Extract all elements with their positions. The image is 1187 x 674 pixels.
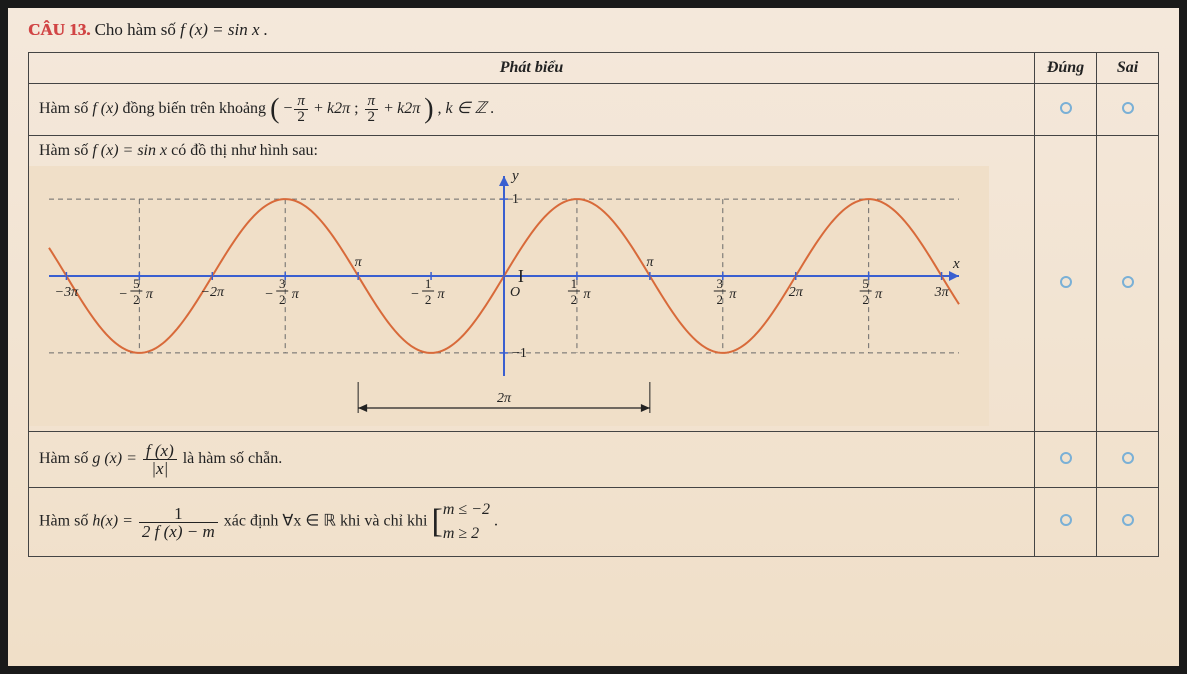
text: Hàm số	[39, 450, 92, 467]
svg-text:5: 5	[862, 276, 869, 291]
table-row: Hàm số h(x) = 1 2 f (x) − m xác định ∀x …	[29, 488, 1159, 557]
svg-text:π: π	[438, 287, 446, 302]
svg-text:−3π: −3π	[55, 285, 79, 300]
table-row: Hàm số f (x) đồng biến trên khoảng ( −π2…	[29, 84, 1159, 136]
svg-text:2: 2	[279, 292, 286, 307]
correct-cell	[1035, 488, 1097, 557]
text: k2π	[327, 100, 350, 117]
math-fn: f (x) = sin x	[92, 142, 167, 159]
text: xác định ∀x ∈ ℝ khi và chỉ khi	[224, 513, 432, 530]
svg-text:2: 2	[133, 292, 140, 307]
sine-graph: 1−1yx−3π−52π−2π−32ππ−12πO12ππ32π2π52π3π2…	[29, 166, 989, 426]
correct-cell	[1035, 84, 1097, 136]
svg-text:O: O	[510, 285, 520, 300]
svg-text:π: π	[146, 287, 154, 302]
wrong-cell	[1097, 136, 1159, 432]
svg-text:π: π	[729, 287, 737, 302]
svg-text:y: y	[510, 168, 519, 184]
svg-text:1: 1	[425, 276, 432, 291]
paren: )	[424, 94, 433, 125]
table-row: Hàm số g (x) = f (x) |x| là hàm số chẵn.	[29, 432, 1159, 488]
text: đồng biến trên khoảng	[123, 100, 271, 117]
radio-button[interactable]	[1060, 276, 1072, 288]
radio-button[interactable]	[1122, 276, 1134, 288]
math-fn: h(x) =	[92, 513, 133, 530]
svg-text:2: 2	[862, 292, 869, 307]
svg-text:−: −	[265, 287, 273, 302]
radio-button[interactable]	[1122, 452, 1134, 464]
svg-text:π: π	[646, 255, 654, 270]
case-line: m ≤ −2	[443, 501, 490, 518]
correct-cell	[1035, 432, 1097, 488]
text: Hàm số	[39, 142, 92, 159]
fraction: π2	[365, 94, 379, 125]
svg-text:2: 2	[425, 292, 432, 307]
svg-text:π: π	[292, 287, 300, 302]
text: có đồ thị như hình sau:	[171, 142, 318, 159]
correct-cell	[1035, 136, 1097, 432]
question-prefix: Cho hàm số	[95, 20, 180, 39]
math-fn: f (x)	[92, 100, 118, 117]
svg-text:3π: 3π	[934, 285, 950, 300]
svg-text:π: π	[875, 287, 883, 302]
table-row: Hàm số f (x) = sin x có đồ thị như hình …	[29, 136, 1159, 432]
radio-button[interactable]	[1060, 514, 1072, 526]
text: .	[494, 513, 498, 530]
svg-text:2: 2	[717, 292, 724, 307]
radio-button[interactable]	[1122, 514, 1134, 526]
svg-text:−: −	[119, 287, 127, 302]
text: Hàm số	[39, 513, 92, 530]
worksheet-page: CÂU 13. Cho hàm số f (x) = sin x . Phát …	[8, 8, 1179, 666]
text: k2π	[397, 100, 420, 117]
wrong-cell	[1097, 432, 1159, 488]
header-wrong: Sai	[1097, 53, 1159, 84]
text: , k ∈ ℤ .	[438, 100, 495, 117]
question-header: CÂU 13. Cho hàm số f (x) = sin x .	[28, 20, 1159, 40]
fraction: 1 2 f (x) − m	[139, 505, 218, 540]
paren: (	[270, 94, 279, 125]
wrong-cell	[1097, 488, 1159, 557]
header-statement: Phát biểu	[29, 53, 1035, 84]
svg-text:1: 1	[512, 192, 519, 207]
text: là hàm số chẵn.	[183, 450, 283, 467]
svg-text:−2π: −2π	[201, 285, 225, 300]
svg-text:2π: 2π	[789, 285, 804, 300]
svg-text:−: −	[411, 287, 419, 302]
statement-cell: Hàm số f (x) đồng biến trên khoảng ( −π2…	[29, 84, 1035, 136]
svg-text:1: 1	[571, 276, 578, 291]
svg-text:I: I	[518, 266, 524, 286]
statements-table: Phát biểu Đúng Sai Hàm số f (x) đồng biế…	[28, 52, 1159, 557]
radio-button[interactable]	[1060, 452, 1072, 464]
svg-text:3: 3	[279, 276, 286, 291]
math-fn: g (x) =	[92, 450, 137, 467]
svg-text:2π: 2π	[497, 391, 512, 406]
header-correct: Đúng	[1035, 53, 1097, 84]
wrong-cell	[1097, 84, 1159, 136]
question-label: CÂU 13.	[28, 20, 90, 39]
svg-text:π: π	[583, 287, 591, 302]
text: Hàm số	[39, 100, 92, 117]
fraction: f (x) |x|	[143, 442, 177, 477]
case-line: m ≥ 2	[443, 525, 479, 542]
svg-text:5: 5	[133, 276, 140, 291]
svg-text:3: 3	[717, 276, 724, 291]
radio-button[interactable]	[1060, 102, 1072, 114]
question-function: f (x) = sin x .	[180, 20, 268, 39]
table-header-row: Phát biểu Đúng Sai	[29, 53, 1159, 84]
svg-text:π: π	[355, 255, 363, 270]
svg-text:x: x	[952, 256, 960, 272]
statement-cell: Hàm số f (x) = sin x có đồ thị như hình …	[29, 136, 1035, 432]
statement-cell: Hàm số h(x) = 1 2 f (x) − m xác định ∀x …	[29, 488, 1035, 557]
svg-text:2: 2	[571, 292, 578, 307]
radio-button[interactable]	[1122, 102, 1134, 114]
cases: [ m ≤ −2 m ≥ 2	[431, 498, 489, 546]
fraction: π2	[294, 94, 308, 125]
svg-text:−1: −1	[512, 346, 527, 361]
statement-cell: Hàm số g (x) = f (x) |x| là hàm số chẵn.	[29, 432, 1035, 488]
